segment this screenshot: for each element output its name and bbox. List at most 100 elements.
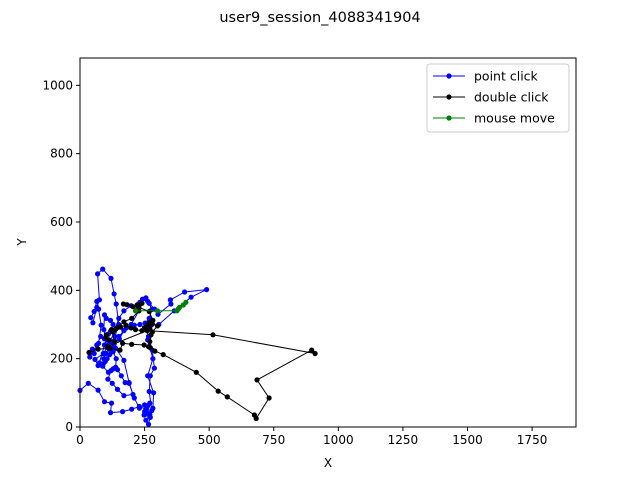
data-point-point-click <box>150 405 156 411</box>
data-point-point-click <box>107 410 114 416</box>
data-point-double-click <box>210 332 216 338</box>
data-point-point-click <box>101 312 108 318</box>
data-point-double-click <box>253 415 259 422</box>
data-point-double-click <box>121 319 127 325</box>
data-point-point-click <box>121 393 127 399</box>
data-point-double-click <box>146 308 152 315</box>
data-point-point-click <box>91 350 97 357</box>
x-axis-label: X <box>324 456 332 470</box>
data-point-double-click <box>132 327 139 333</box>
legend-item-double-click: double click <box>433 90 549 105</box>
data-point-point-click <box>96 360 102 366</box>
data-point-point-click <box>146 300 152 306</box>
data-point-point-click <box>120 409 126 415</box>
data-point-mouse-move <box>154 308 161 314</box>
data-point-point-click <box>100 266 106 272</box>
data-point-double-click <box>139 328 145 334</box>
data-point-point-click <box>91 308 97 315</box>
data-point-point-click <box>111 291 117 297</box>
data-point-double-click <box>86 349 92 356</box>
data-point-point-click <box>147 414 153 420</box>
data-point-point-click <box>95 387 101 393</box>
data-point-point-click <box>98 333 104 340</box>
legend-item-point-click: point click <box>433 69 539 84</box>
x-tick-label: 500 <box>198 433 221 447</box>
data-point-point-click <box>168 301 174 307</box>
y-tick-label: 600 <box>50 215 73 229</box>
data-point-point-click <box>100 363 106 369</box>
data-point-point-click <box>116 336 122 342</box>
data-point-point-click <box>121 328 127 334</box>
legend-swatch-marker <box>446 94 452 100</box>
data-point-point-click <box>92 356 98 362</box>
data-point-point-click <box>94 304 100 310</box>
data-point-double-click <box>141 342 147 348</box>
data-point-point-click <box>108 275 114 281</box>
data-point-point-click <box>129 406 135 412</box>
x-tick-label: 1750 <box>517 433 548 447</box>
data-point-double-click <box>120 340 126 346</box>
data-point-point-click <box>113 364 119 370</box>
data-point-point-click <box>108 368 114 374</box>
series-mouse-move <box>132 299 189 314</box>
data-point-point-click <box>110 321 116 328</box>
data-point-point-click <box>87 354 93 360</box>
data-point-point-click <box>141 412 147 418</box>
data-point-double-click <box>147 339 153 345</box>
data-point-point-click <box>103 350 109 357</box>
data-point-point-click <box>146 388 152 395</box>
data-point-double-click <box>115 324 121 330</box>
data-point-double-click <box>104 344 110 350</box>
data-point-point-click <box>113 356 119 362</box>
legend-frame <box>426 63 570 133</box>
data-point-point-click <box>105 376 111 382</box>
data-point-double-click <box>136 304 142 310</box>
data-point-point-click <box>204 287 210 293</box>
data-point-point-click <box>122 380 128 386</box>
data-point-point-click <box>113 301 119 307</box>
data-point-point-click <box>143 417 149 423</box>
y-axis-label: Y <box>15 238 29 247</box>
series-double-click <box>86 300 318 422</box>
data-point-double-click <box>120 301 126 307</box>
legend-item-mouse-move: mouse move <box>433 111 555 126</box>
data-point-point-click <box>95 271 101 277</box>
data-point-double-click <box>215 388 221 394</box>
x-tick-label: 250 <box>133 433 156 447</box>
x-tick-label: 0 <box>76 433 84 447</box>
data-point-point-click <box>101 399 108 405</box>
data-point-mouse-move <box>183 299 189 305</box>
data-point-point-click <box>90 320 96 326</box>
legend-label: mouse move <box>474 111 555 126</box>
data-point-double-click <box>148 332 154 338</box>
data-point-double-click <box>266 395 272 401</box>
data-point-point-click <box>145 421 152 427</box>
data-point-point-click <box>121 357 127 363</box>
data-point-point-click <box>109 380 115 386</box>
data-point-point-click <box>101 327 107 333</box>
x-tick-label: 750 <box>262 433 285 447</box>
data-point-point-click <box>188 294 194 300</box>
data-point-point-click <box>114 386 121 392</box>
data-point-point-click <box>142 402 148 408</box>
data-point-double-click <box>224 394 230 400</box>
x-tick-label: 1500 <box>452 433 483 447</box>
data-point-double-click <box>154 323 161 329</box>
data-point-point-click <box>98 322 104 328</box>
data-point-point-click <box>88 315 94 321</box>
data-point-double-click <box>254 377 260 383</box>
legend-swatch-marker <box>446 115 452 121</box>
data-point-mouse-move <box>132 308 139 314</box>
data-point-double-click <box>128 325 134 331</box>
data-point-point-click <box>121 308 127 314</box>
data-point-point-click <box>108 400 115 406</box>
x-tick-label: 1000 <box>323 433 354 447</box>
data-point-double-click <box>117 347 123 353</box>
data-point-point-click <box>116 315 122 321</box>
y-tick-label: 200 <box>50 352 73 366</box>
x-tick-label: 1250 <box>388 433 419 447</box>
data-point-double-click <box>152 348 158 354</box>
legend-swatch-marker <box>446 73 452 79</box>
data-point-point-click <box>85 380 91 386</box>
